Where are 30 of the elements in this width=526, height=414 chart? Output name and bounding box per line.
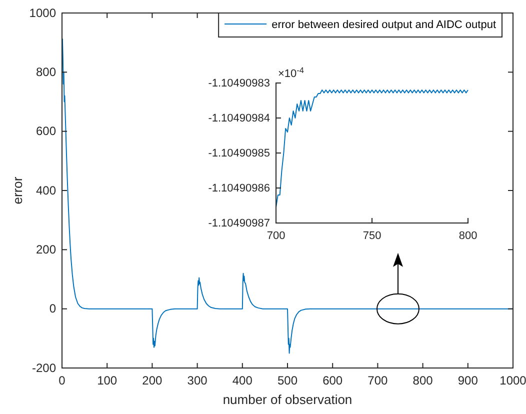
x-tick-label: 700 <box>266 230 286 242</box>
y-tick-label: -1.10490986 <box>208 182 270 195</box>
line-series <box>276 90 468 208</box>
x-tick-label: 700 <box>368 374 388 388</box>
y-tick-label: -200 <box>32 360 56 375</box>
x-tick-label: 500 <box>277 374 298 388</box>
y-tick-label: -1.10490985 <box>208 148 270 160</box>
y-tick-label: -1.10490983 <box>208 78 270 90</box>
x-tick-label: 1000 <box>500 374 526 388</box>
x-tick-label: 300 <box>187 374 208 388</box>
x-tick-label: 800 <box>412 374 434 388</box>
x-tick-label: 600 <box>322 374 343 388</box>
annotation: ×10$^{-4}$ <box>278 66 304 80</box>
x-tick-label: 900 <box>458 374 478 388</box>
y-tick-label: 0 <box>49 302 56 316</box>
y-tick-label: -1.10490987 <box>208 218 270 230</box>
x-tick-label: 800 <box>458 230 478 242</box>
x-tick-label: 0 <box>58 374 66 388</box>
y-tick-label: 400 <box>36 183 56 198</box>
x-tick-label: 100 <box>97 374 118 388</box>
y-tick-label: 800 <box>36 65 56 80</box>
x-tick-label: 200 <box>142 374 163 388</box>
y-axis-title: error <box>10 176 25 204</box>
y-tick-label: 200 <box>36 242 56 257</box>
legend-label: error between desired output and AIDC output <box>272 19 496 31</box>
x-axis-title: number of observation <box>222 392 352 407</box>
y-tick-label: 1000 <box>29 6 56 20</box>
x-tick-label: 750 <box>362 230 382 242</box>
y-tick-label: 600 <box>36 124 56 138</box>
y-tick-label: -1.10490984 <box>208 112 270 125</box>
